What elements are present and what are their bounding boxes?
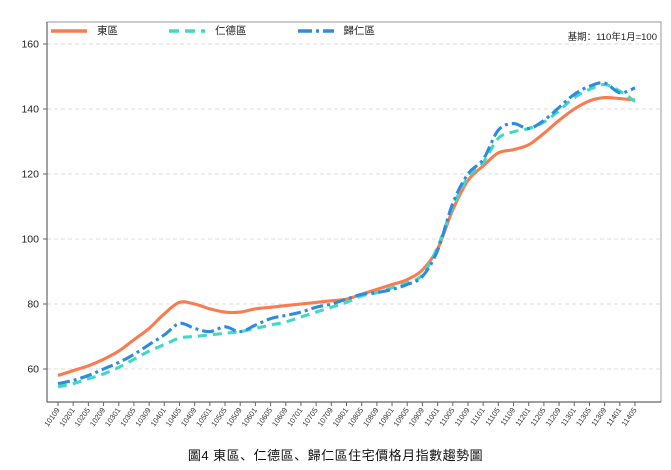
plot-frame [46, 21, 662, 403]
base-period-note: 基期：110年1月=100 [567, 32, 657, 43]
y-tick-label-100: 100 [21, 234, 39, 246]
legend-label-dongqu: 東區 [97, 25, 118, 37]
y-tick-label-140: 140 [21, 104, 39, 116]
legend-item-rende: 仁德區 [168, 23, 247, 38]
x-tick-label-11009: 11009 [453, 406, 472, 428]
legend-item-dongqu: 東區 [50, 23, 118, 38]
legend-item-guiren: 歸仁區 [297, 23, 376, 38]
chart-legend: 東區 仁德區 歸仁區 [50, 23, 375, 38]
y-tick-label-80: 80 [27, 299, 39, 311]
y-tick-label-60: 60 [27, 364, 39, 376]
legend-line-dashed-icon [169, 28, 205, 33]
legend-line-solid-icon [51, 28, 87, 33]
x-tick-label-11405: 11405 [620, 406, 639, 428]
legend-label-guiren: 歸仁區 [343, 25, 376, 37]
y-tick-label-160: 160 [21, 39, 39, 51]
x-tick-label-11401: 11401 [604, 406, 623, 428]
x-tick-label-10909: 10909 [407, 406, 426, 428]
legend-line-dashdot-icon [297, 28, 334, 33]
x-tick-label-11105: 11105 [483, 406, 502, 427]
x-tick-label-11101: 11101 [468, 406, 487, 427]
legend-label-rende: 仁德區 [215, 25, 247, 37]
series-line-2-歸仁區 [57, 81, 636, 386]
y-tick-label-120: 120 [21, 169, 39, 181]
series-line-0-東區 [57, 95, 636, 377]
chart-title: 圖4 東區、仁德區、歸仁區住宅價格月指數趨勢圖 [187, 448, 484, 463]
